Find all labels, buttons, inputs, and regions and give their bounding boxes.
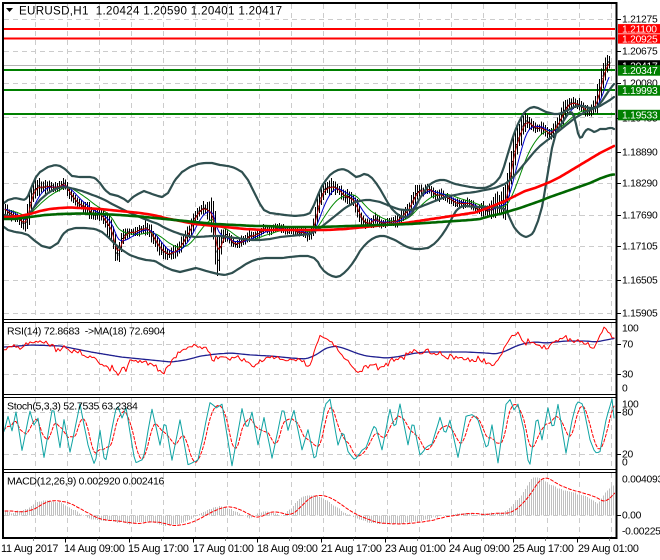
svg-text:24 Aug 09:00: 24 Aug 09:00 <box>449 543 510 555</box>
svg-text:1.20675: 1.20675 <box>622 47 658 58</box>
svg-text:29 Aug 01:00: 29 Aug 01:00 <box>578 543 639 555</box>
svg-text:21 Aug 17:00: 21 Aug 17:00 <box>321 543 382 555</box>
svg-text:1.20080: 1.20080 <box>622 79 658 90</box>
svg-text:0: 0 <box>622 458 628 469</box>
svg-text:14 Aug 09:00: 14 Aug 09:00 <box>64 543 125 555</box>
svg-text:Stoch(5,3,3) 52.7535 63.2384: Stoch(5,3,3) 52.7535 63.2384 <box>7 401 138 413</box>
svg-text:1.20347: 1.20347 <box>622 66 658 77</box>
svg-text:1.18290: 1.18290 <box>622 179 658 190</box>
svg-text:1.16505: 1.16505 <box>622 276 658 287</box>
svg-text:20: 20 <box>622 450 633 461</box>
svg-text:1.17105: 1.17105 <box>622 242 658 253</box>
svg-text:0.004093: 0.004093 <box>622 475 660 486</box>
svg-text:MACD(12,26,9) 0.002920 0.00241: MACD(12,26,9) 0.002920 0.002416 <box>7 476 165 488</box>
svg-text:11 Aug 2017: 11 Aug 2017 <box>1 543 58 555</box>
svg-text:80: 80 <box>622 408 633 419</box>
svg-text:1.18890: 1.18890 <box>622 148 658 159</box>
svg-text:1.20925: 1.20925 <box>622 35 658 46</box>
svg-text:1.15905: 1.15905 <box>622 309 658 320</box>
svg-text:15 Aug 17:00: 15 Aug 17:00 <box>128 543 189 555</box>
svg-text:0: 0 <box>622 384 628 395</box>
svg-text:1.19993: 1.19993 <box>622 86 658 97</box>
svg-text:RSI(14) 72.8683 ->MA(18) 72.6: RSI(14) 72.8683 ->MA(18) 72.6904 <box>7 326 165 338</box>
svg-text:1.17690: 1.17690 <box>622 211 658 222</box>
svg-text:70: 70 <box>622 340 633 351</box>
svg-text:18 Aug 09:00: 18 Aug 09:00 <box>257 543 318 555</box>
svg-text:23 Aug 01:00: 23 Aug 01:00 <box>385 543 446 555</box>
svg-text:0.00: 0.00 <box>622 511 642 522</box>
svg-text:100: 100 <box>622 400 639 411</box>
svg-text:EURUSD,H1 1.20424 1.20590 1.2: EURUSD,H1 1.20424 1.20590 1.20401 1.2041… <box>19 5 282 18</box>
svg-text:17 Aug 01:00: 17 Aug 01:00 <box>193 543 254 555</box>
svg-text:30: 30 <box>622 370 633 381</box>
svg-text:1.21275: 1.21275 <box>622 15 658 26</box>
svg-text:100: 100 <box>622 324 639 335</box>
svg-text:1.21100: 1.21100 <box>622 24 657 35</box>
svg-text:25 Aug 17:00: 25 Aug 17:00 <box>513 543 574 555</box>
svg-text:1.19533: 1.19533 <box>622 111 658 122</box>
